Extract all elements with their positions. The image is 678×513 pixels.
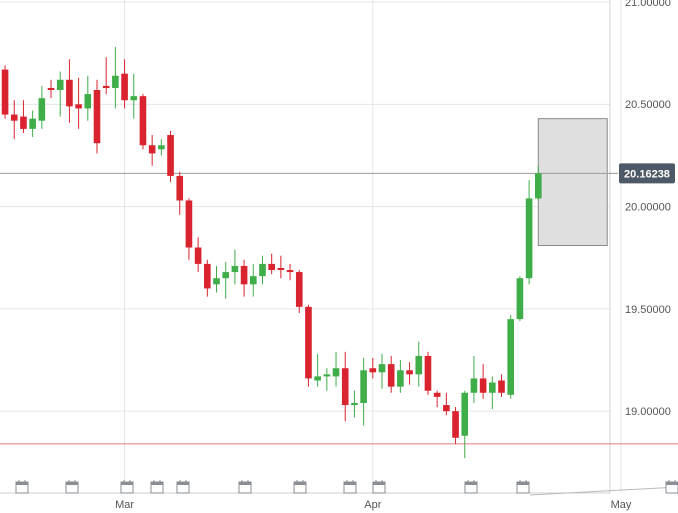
candle-body — [516, 278, 524, 320]
event-icon — [120, 480, 134, 494]
candle-body — [240, 265, 248, 285]
candle-body — [29, 118, 36, 129]
event-icon-header — [177, 482, 189, 485]
candle-body — [268, 263, 275, 271]
candle-body — [10, 114, 18, 121]
candle-body — [158, 145, 165, 150]
candle-body — [314, 376, 321, 381]
candle-body — [185, 200, 193, 248]
candle-body — [295, 272, 303, 307]
candle-body — [93, 90, 101, 144]
candle-body — [470, 378, 478, 393]
event-icon-header — [16, 482, 28, 485]
candle-body — [323, 374, 331, 377]
x-tick-label: Apr — [364, 499, 381, 511]
candle-body — [130, 96, 138, 101]
candle-body — [369, 368, 377, 373]
candle-body — [277, 267, 285, 271]
event-icon-header — [294, 482, 306, 485]
candle-body — [20, 116, 27, 129]
event-icon — [65, 480, 79, 494]
candle-body — [84, 94, 92, 109]
candle-body — [498, 380, 505, 393]
candle-body — [479, 378, 487, 393]
range-box — [537, 118, 608, 246]
candle-body — [102, 85, 110, 88]
event-icon-header — [151, 482, 163, 485]
event-icon — [516, 480, 530, 494]
candle-body — [351, 402, 358, 406]
candle-body — [204, 263, 211, 289]
event-icon — [665, 480, 678, 494]
event-icon — [238, 480, 252, 494]
y-tick-label: 20.00000 — [625, 202, 671, 214]
event-icon-header — [373, 482, 385, 485]
last-price-label: 20.16238 — [624, 168, 670, 180]
candle-body — [360, 370, 367, 403]
candle-body — [461, 392, 469, 436]
event-icon — [372, 480, 386, 494]
event-icon — [150, 480, 164, 494]
event-icon — [464, 480, 478, 494]
event-icon — [343, 480, 357, 494]
candle-body — [305, 306, 312, 379]
candle-body — [507, 319, 515, 395]
event-icon-header — [66, 482, 78, 485]
candle-body — [194, 247, 202, 264]
candle-body — [286, 270, 294, 273]
y-tick-label: 19.50000 — [625, 304, 671, 316]
candle-body — [112, 75, 119, 88]
event-icon — [15, 480, 29, 494]
candle-body — [415, 355, 423, 375]
candle-body — [75, 104, 82, 109]
candle-body — [341, 368, 349, 406]
candle-body — [213, 278, 220, 285]
candle-body — [397, 370, 404, 387]
event-icon-header — [239, 482, 251, 485]
candle-body — [433, 392, 441, 397]
candle-body — [443, 405, 450, 412]
last-price-tag — [619, 163, 675, 184]
candle-body — [167, 135, 174, 176]
candle-body — [378, 364, 386, 373]
candle-body — [139, 96, 147, 146]
candle-body — [1, 69, 9, 115]
candle-body — [47, 87, 55, 91]
candle-body — [424, 355, 432, 391]
y-tick-label: 20.50000 — [625, 99, 671, 111]
candle-body — [121, 73, 128, 101]
candle-body — [259, 263, 266, 277]
x-tick-label: May — [611, 499, 632, 511]
candle-body — [525, 198, 533, 279]
event-icon-header — [465, 482, 477, 485]
event-icon-header — [517, 482, 529, 485]
event-icon-header — [121, 482, 133, 485]
event-icon-header — [666, 482, 678, 485]
event-icon — [293, 480, 307, 494]
y-tick-label: 21.00000 — [625, 0, 671, 9]
candle-body — [387, 364, 395, 387]
event-icon-header — [344, 482, 356, 485]
candle-body — [249, 276, 257, 285]
candle-body — [332, 368, 340, 377]
candle-body — [176, 175, 184, 201]
x-tick-label: Mar — [115, 499, 134, 511]
candle-body — [148, 145, 156, 154]
y-tick-label: 19.00000 — [625, 406, 671, 418]
candle-body — [38, 98, 46, 121]
axis-line — [529, 486, 678, 496]
candle-body — [66, 79, 73, 107]
candle-body — [452, 411, 459, 438]
candle-body — [534, 173, 542, 199]
candle-body — [406, 370, 413, 375]
candle-body — [231, 265, 239, 273]
event-icon — [176, 480, 190, 494]
candle-body — [222, 272, 230, 279]
candle-body — [489, 382, 496, 393]
candle-body — [56, 79, 64, 91]
